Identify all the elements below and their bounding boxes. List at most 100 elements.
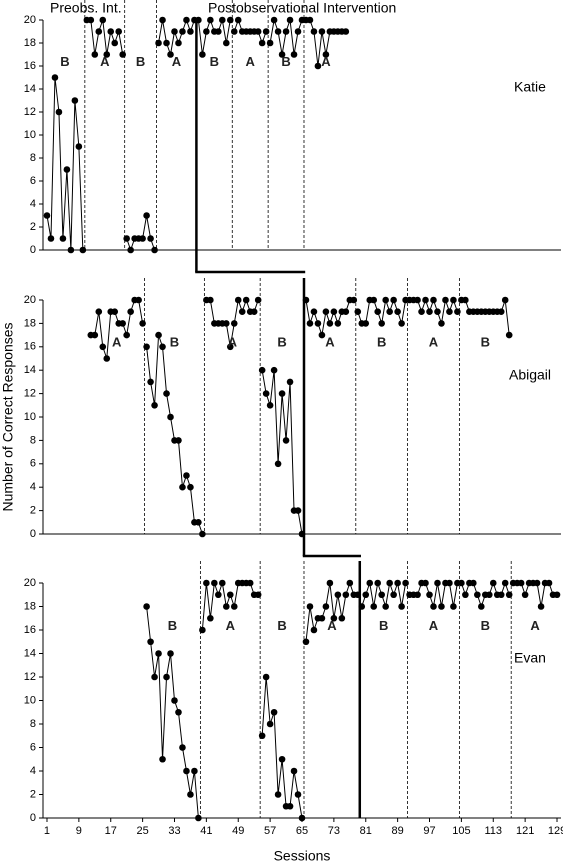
data-point [266,402,274,409]
data-point [322,603,330,610]
data-point [262,673,270,681]
data-point [183,472,190,479]
x-tick-label: 105 [452,825,470,837]
data-line [158,18,195,55]
data-point [278,390,286,397]
data-point [266,39,274,47]
data-point [505,331,513,339]
y-tick-label: 14 [24,364,36,376]
data-point [394,308,401,316]
data-point [135,296,142,304]
data-point [183,767,190,775]
data-point [294,28,302,35]
data-point [215,28,222,35]
data-point [454,308,461,316]
x-tick-label: 33 [168,825,180,837]
data-point [422,579,429,587]
data-point [274,791,282,798]
phase-label: A [429,618,439,633]
x-tick-label: 81 [360,825,372,837]
data-point [234,16,242,24]
data-point [107,28,115,35]
data-point [330,308,338,316]
y-tick-label: 12 [24,388,36,400]
data-point [386,308,393,316]
data-point [282,28,290,35]
data-point [458,579,465,587]
phase-label: A [246,54,256,69]
data-point [258,732,266,740]
data-point [179,744,186,751]
x-tick-label: 9 [76,825,82,837]
data-point [199,530,206,538]
data-point [310,626,318,634]
data-point [222,603,230,610]
data-point [71,97,79,104]
data-point [203,579,210,587]
data-point [226,16,234,24]
data-point [195,814,202,822]
data-point [203,28,210,35]
data-point [119,320,126,327]
data-point [338,614,346,622]
data-point [318,28,326,35]
data-point [219,16,226,24]
data-point [155,331,162,339]
y-tick-label: 4 [30,481,36,493]
data-point [163,39,170,47]
data-point [103,51,111,58]
data-point [485,591,493,599]
y-tick-label: 20 [24,14,36,26]
data-point [55,108,63,116]
data-point [226,343,234,351]
data-point [75,143,83,150]
data-point [151,673,158,681]
data-point [418,308,425,316]
phase-label: A [228,335,238,350]
data-point [147,638,154,646]
y-tick-label: 0 [30,528,36,540]
phase-label: B [277,618,286,633]
data-point [155,650,162,657]
data-point [187,483,194,491]
data-point [119,51,126,58]
data-point [79,246,87,254]
data-point [266,720,274,728]
data-point [342,308,350,316]
phase-label: B [481,335,490,350]
data-point [334,320,342,327]
data-point [51,74,59,81]
data-point [374,308,382,316]
data-point [215,591,222,599]
data-point [147,378,154,386]
data-point [230,603,238,610]
y-tick-label: 8 [30,152,36,164]
data-point [430,603,437,610]
data-point [374,579,382,587]
data-point [143,603,150,610]
data-point [426,591,433,599]
data-line [146,606,199,819]
data-point [199,626,206,634]
phase-label: B [379,618,388,633]
data-point [207,614,214,622]
y-tick-label: 6 [30,458,36,470]
data-point [99,343,107,351]
data-point [438,603,445,610]
data-point [462,591,469,599]
data-point [175,437,182,444]
data-point [290,767,298,775]
x-tick-label: 121 [516,825,534,837]
data-point [310,308,318,316]
data-point [230,28,238,35]
data-point [362,591,370,599]
y-tick-label: 12 [24,671,36,683]
y-tick-label: 20 [24,577,36,589]
data-point [171,697,178,704]
phase-label: B [281,54,290,69]
data-point [478,603,485,610]
data-point [167,413,174,421]
data-point [474,591,481,599]
data-point [334,591,342,599]
data-point [398,320,405,327]
